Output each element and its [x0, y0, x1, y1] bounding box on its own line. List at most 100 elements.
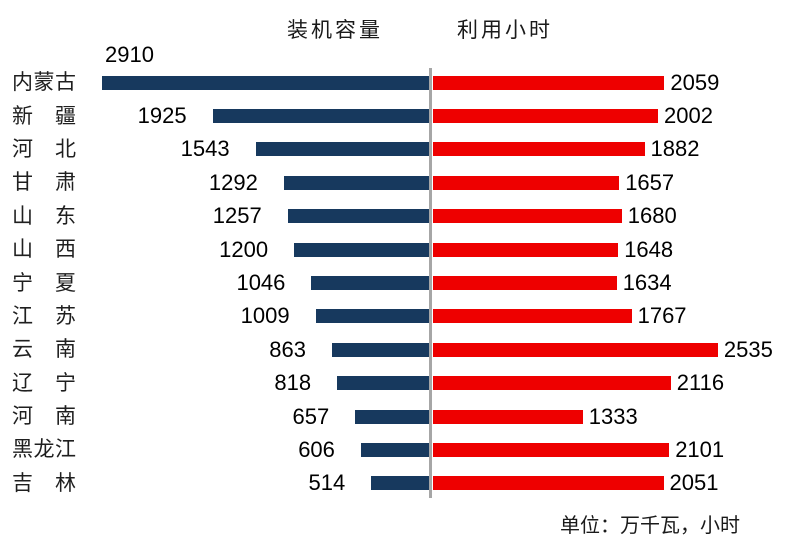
capacity-bar	[371, 476, 429, 491]
capacity-bar	[332, 342, 429, 357]
capacity-zone: 2910	[76, 44, 429, 90]
capacity-zone: 1046	[76, 272, 429, 294]
hours-zone: 1882	[433, 138, 794, 160]
capacity-value-label: 1046	[236, 270, 286, 296]
chart-row: 山 东 1257 1680	[0, 200, 794, 233]
hours-bar	[433, 209, 622, 224]
province-label: 新 疆	[12, 104, 76, 128]
hours-bar	[433, 442, 670, 457]
unit-note: 单位：万千瓦，小时	[560, 515, 740, 537]
capacity-zone: 657	[76, 403, 429, 429]
province-label: 甘 肃	[12, 171, 76, 195]
hours-value-label: 1333	[588, 403, 638, 429]
capacity-zone: 606	[76, 438, 429, 461]
hours-zone: 1333	[433, 403, 794, 429]
province-label: 黑龙江	[12, 438, 76, 462]
capacity-value-label: 657	[292, 403, 330, 429]
hours-zone: 1634	[433, 272, 794, 294]
province-label: 山 西	[12, 238, 76, 262]
hours-value-label: 2101	[675, 436, 725, 462]
capacity-bar	[255, 142, 429, 157]
hours-zone: 1648	[433, 236, 794, 262]
capacity-bar	[360, 442, 429, 457]
capacity-value-label: 863	[269, 336, 306, 362]
province-label: 吉 林	[12, 471, 76, 495]
capacity-value-label: 1257	[212, 203, 262, 229]
hours-bar	[433, 376, 671, 391]
hours-zone: 2059	[433, 69, 794, 95]
capacity-zone: 1009	[76, 305, 429, 327]
hours-value-label: 2002	[664, 103, 713, 129]
capacity-zone: 1543	[76, 138, 429, 160]
hours-value-label: 1767	[637, 303, 687, 329]
hours-bar	[433, 75, 665, 90]
hours-bar	[433, 409, 583, 424]
province-label: 河 北	[12, 137, 76, 161]
capacity-zone: 1925	[76, 105, 429, 127]
capacity-bar	[212, 109, 429, 124]
chart-row: 宁 夏 1046 1634	[0, 266, 794, 299]
chart-row: 云 南 863 2535	[0, 333, 794, 366]
hours-value-label: 1648	[624, 236, 674, 262]
capacity-value-label: 818	[274, 370, 312, 396]
chart-row: 河 北 1543 1882	[0, 133, 794, 166]
hours-value-label: 1680	[627, 203, 677, 229]
series-title-capacity: 装机容量	[287, 19, 383, 42]
capacity-zone: 1292	[76, 169, 429, 195]
capacity-bar	[315, 309, 429, 324]
chart-row: 黑龙江 606 2101	[0, 433, 794, 466]
chart-row: 内蒙古 2910 2059	[0, 44, 794, 99]
province-label: 河 南	[12, 405, 76, 429]
hours-bar	[433, 242, 619, 257]
capacity-zone: 863	[76, 336, 429, 362]
province-label: 山 东	[12, 204, 76, 228]
chart-row: 江 苏 1009 1767	[0, 300, 794, 333]
center-axis-line	[429, 68, 432, 498]
chart-rows: 内蒙古 2910 2059 新 疆 1925 2002 河 北 1543	[0, 44, 794, 500]
hours-value-label: 1634	[622, 270, 672, 296]
hours-bar	[433, 476, 664, 491]
chart-row: 河 南 657 1333	[0, 400, 794, 433]
capacity-value-label: 1009	[240, 303, 290, 329]
capacity-bar	[287, 209, 429, 224]
hours-zone: 2101	[433, 436, 794, 462]
chart-row: 吉 林 514 2051	[0, 467, 794, 500]
capacity-value-label: 1925	[137, 103, 187, 129]
capacity-value-label: 2910	[105, 42, 154, 67]
hours-value-label: 2059	[670, 69, 720, 95]
hours-bar	[433, 175, 620, 190]
hours-value-label: 2051	[669, 470, 719, 496]
capacity-value-label: 1543	[180, 136, 230, 162]
hours-zone: 2116	[433, 372, 794, 394]
capacity-bar	[294, 242, 429, 257]
capacity-value-label: 1200	[219, 236, 269, 262]
capacity-value-label: 1292	[208, 169, 258, 195]
province-label: 内蒙古	[12, 71, 76, 95]
hours-value-label: 2116	[676, 370, 725, 396]
hours-bar	[433, 109, 658, 124]
capacity-value-label: 514	[308, 470, 346, 496]
hours-zone: 1657	[433, 171, 794, 194]
hours-bar	[433, 142, 645, 157]
hours-bar	[433, 309, 632, 324]
hours-zone: 2002	[433, 105, 794, 127]
hours-bar	[433, 342, 718, 357]
hours-value-label: 2535	[723, 336, 773, 362]
capacity-bar	[311, 276, 429, 291]
hours-value-label: 1882	[650, 136, 700, 162]
chart-row: 辽 宁 818 2116	[0, 367, 794, 400]
province-label: 辽 宁	[12, 371, 76, 395]
province-label: 江 苏	[12, 304, 76, 328]
hours-zone: 1680	[433, 205, 794, 227]
capacity-zone: 1257	[76, 205, 429, 227]
capacity-zone: 514	[76, 472, 429, 494]
capacity-bar	[337, 376, 429, 391]
hours-zone: 1767	[433, 305, 794, 327]
capacity-zone: 818	[76, 372, 429, 394]
series-title-hours: 利用小时	[457, 19, 553, 42]
hours-bar	[433, 276, 617, 291]
capacity-zone: 1200	[76, 236, 429, 262]
capacity-bar	[101, 75, 429, 90]
capacity-bar	[283, 175, 429, 190]
